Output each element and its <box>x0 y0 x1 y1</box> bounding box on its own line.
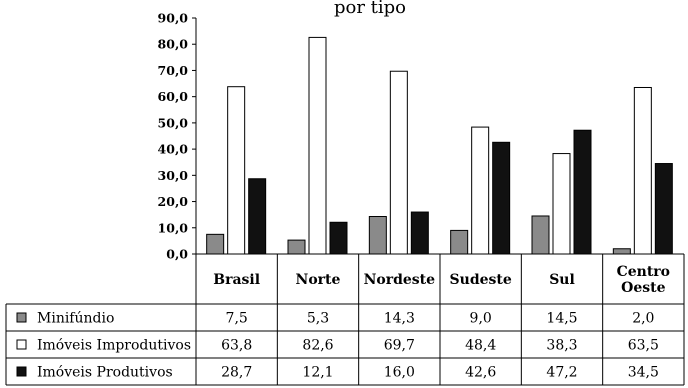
bar <box>552 153 571 255</box>
bar <box>287 239 306 255</box>
data-label: 14,3 <box>384 311 415 327</box>
bar <box>206 233 225 255</box>
series-name: Minifúndio <box>37 311 114 327</box>
bar <box>227 86 246 255</box>
legend-swatch <box>16 339 27 350</box>
bar <box>492 141 511 255</box>
y-tick-label: 10,0 <box>158 220 189 235</box>
bar <box>633 86 652 255</box>
bar <box>471 126 490 255</box>
y-tick-label: 20,0 <box>158 194 189 209</box>
data-label: 63,8 <box>221 338 252 354</box>
series-name: Imóveis Improdutivos <box>37 338 191 354</box>
bars <box>206 36 673 255</box>
category-label: Centro <box>617 264 670 280</box>
series-name: Imóveis Produtivos <box>37 365 173 381</box>
category-label: Sul <box>549 272 575 288</box>
data-label: 69,7 <box>384 338 415 354</box>
data-label: 38,3 <box>546 338 577 354</box>
legend-swatch <box>16 312 27 323</box>
bar <box>248 178 267 255</box>
y-tick-label: 70,0 <box>158 63 189 78</box>
chart-title: por tipo <box>334 0 406 18</box>
y-axis: 0,0 10,0 20,0 30,0 40,0 50,0 60,0 70,0 80,0 90,0 <box>158 11 197 262</box>
data-label: 9,0 <box>470 311 492 327</box>
data-label: 2,0 <box>632 311 654 327</box>
bar <box>612 248 631 255</box>
bar <box>389 70 408 255</box>
data-label: 7,5 <box>226 311 248 327</box>
category-label: Nordeste <box>364 272 436 288</box>
bar <box>573 129 592 255</box>
bar <box>531 215 550 255</box>
y-tick-label: 80,0 <box>158 37 189 52</box>
bar <box>329 221 348 255</box>
data-label: 12,1 <box>302 365 333 381</box>
category-label: Brasil <box>213 272 260 288</box>
data-label: 28,7 <box>221 365 252 381</box>
data-label: 5,3 <box>307 311 329 327</box>
data-label: 48,4 <box>465 338 496 354</box>
bar <box>654 163 673 255</box>
data-label: 42,6 <box>465 365 496 381</box>
bar <box>410 211 429 255</box>
data-label: 14,5 <box>546 311 577 327</box>
category-label: Oeste <box>621 280 665 296</box>
legend-swatch <box>16 366 27 377</box>
y-tick-label: 30,0 <box>158 168 189 183</box>
data-label: 63,5 <box>628 338 659 354</box>
y-tick-label: 40,0 <box>158 142 189 157</box>
data-label: 82,6 <box>302 338 333 354</box>
y-tick-label: 60,0 <box>158 89 189 104</box>
bar <box>368 216 387 255</box>
category-label: Norte <box>296 272 341 288</box>
data-label: 47,2 <box>546 365 577 381</box>
data-label: 34,5 <box>628 365 659 381</box>
data-label: 16,0 <box>384 365 415 381</box>
y-tick-label: 50,0 <box>158 115 189 130</box>
data-table: Brasil Norte Nordeste Sudeste Sul CentroOeste… <box>5 253 685 386</box>
y-tick-label: 0,0 <box>166 247 188 262</box>
bar <box>450 229 469 255</box>
category-label: Sudeste <box>450 272 512 288</box>
bar <box>308 36 327 255</box>
y-tick-label: 90,0 <box>158 11 189 26</box>
